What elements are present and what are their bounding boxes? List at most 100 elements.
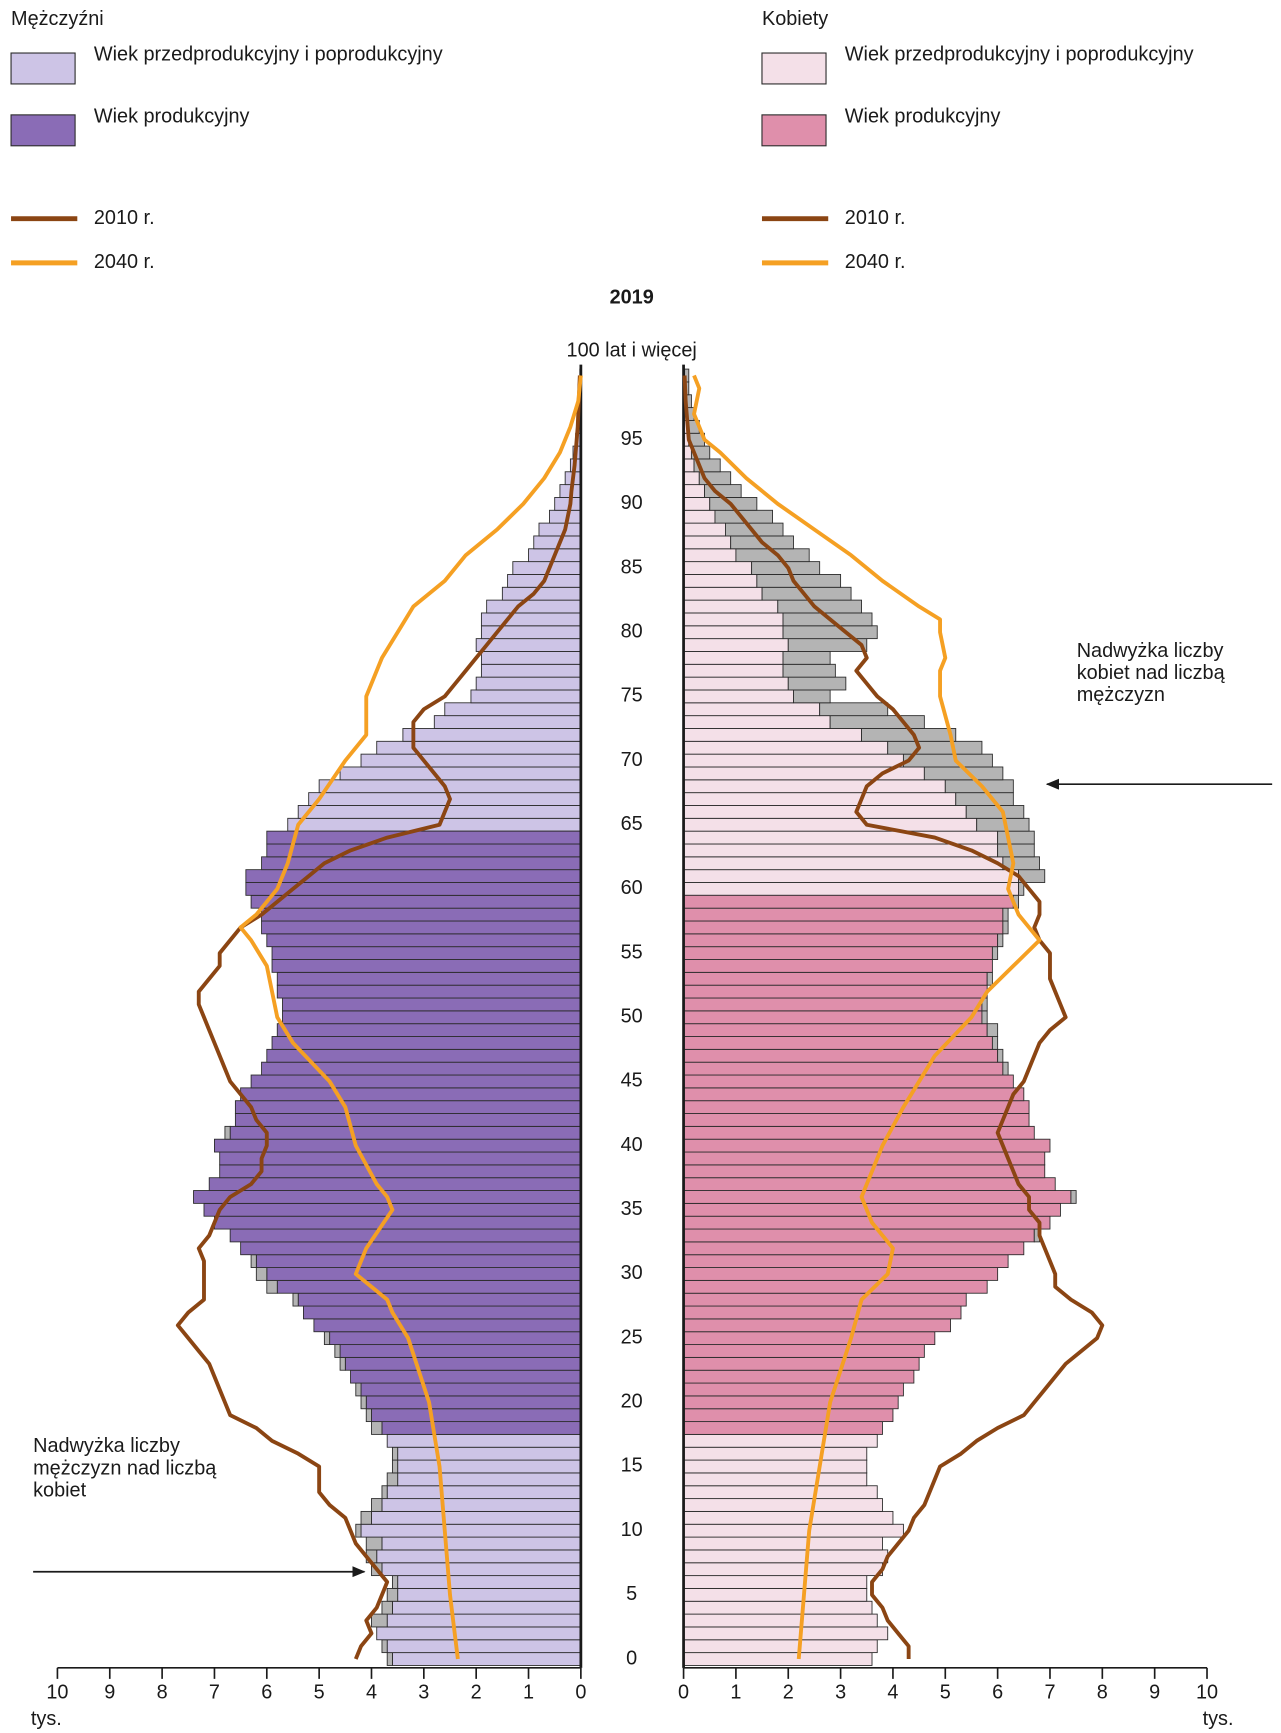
bar [683, 676, 789, 691]
bar [229, 1125, 582, 1140]
bar [683, 1600, 873, 1615]
bar [683, 702, 821, 717]
bar [683, 458, 695, 473]
bar [683, 1639, 878, 1654]
bar [683, 843, 999, 858]
bar [402, 728, 582, 742]
bar [683, 792, 957, 806]
surplus-bar [829, 715, 925, 729]
bar [683, 1164, 1046, 1179]
bar [365, 1395, 582, 1410]
legend-label: 2040 r. [845, 251, 906, 273]
surplus-bar [391, 1575, 399, 1589]
bar [308, 792, 582, 806]
bar [683, 1613, 878, 1628]
y-tick-label: 50 [621, 1006, 643, 1028]
bar [234, 1113, 582, 1127]
bar [683, 1626, 889, 1641]
bar [381, 1421, 582, 1435]
bar [271, 946, 582, 960]
bar [397, 1459, 582, 1474]
y-tick-label: 55 [621, 941, 643, 963]
line-series [692, 374, 1042, 1660]
surplus-bar [334, 1344, 341, 1358]
y-tick-label: 80 [621, 620, 643, 642]
y-tick-label: 75 [621, 685, 643, 707]
chart-title: 2019 [610, 286, 654, 308]
bar [501, 586, 582, 601]
bar [371, 1510, 582, 1525]
y-tick-label: 45 [621, 1070, 643, 1092]
bar [282, 997, 582, 1012]
surplus-bar [981, 1010, 988, 1025]
surplus-bar [381, 1639, 388, 1654]
annotation: kobiet [33, 1479, 86, 1501]
legend-label: Wiek produkcyjny [845, 105, 1001, 127]
bar [683, 471, 700, 486]
bar [683, 1318, 951, 1333]
x-tick-label: 8 [157, 1681, 168, 1703]
surplus-bar [997, 933, 1004, 948]
bar [683, 612, 784, 627]
bar [683, 1562, 883, 1577]
bar [266, 1048, 582, 1063]
bar [683, 1138, 1051, 1153]
bars [683, 368, 1077, 1666]
surplus-bar [1002, 1061, 1009, 1076]
bar [480, 663, 582, 678]
surplus-bar [255, 1267, 268, 1281]
bar [240, 1087, 582, 1102]
bar [683, 548, 737, 563]
surplus-bar [1070, 1190, 1077, 1204]
bar [683, 933, 999, 948]
bar [282, 1010, 582, 1025]
surplus-bar [819, 702, 889, 717]
bar [683, 1536, 883, 1551]
bar [683, 1048, 999, 1063]
y-tick-label: 0 [626, 1647, 637, 1669]
bar [386, 1639, 582, 1654]
surplus-bar [386, 1652, 393, 1666]
bar [266, 843, 582, 858]
bar [683, 574, 758, 588]
surplus-bar [1002, 920, 1009, 935]
bar [683, 1485, 878, 1500]
bar [683, 1010, 983, 1025]
surplus-bar [224, 1125, 231, 1140]
legend-swatch [10, 52, 76, 85]
bar [683, 920, 1004, 935]
bar [683, 1652, 873, 1666]
surplus-bar [323, 1331, 331, 1346]
bar [683, 625, 784, 640]
bar [683, 959, 993, 973]
bar [276, 984, 582, 999]
y-tick-label: 30 [621, 1262, 643, 1284]
bar [683, 805, 967, 819]
x-tick-label: 5 [314, 1681, 325, 1703]
surplus-bar [782, 625, 878, 640]
surplus-bar [381, 1600, 393, 1615]
bar [683, 1061, 1004, 1076]
bar [683, 1523, 904, 1538]
surplus-bar [887, 740, 983, 755]
bar [344, 1356, 582, 1371]
bar [245, 869, 582, 883]
bar [683, 1267, 999, 1281]
bar [433, 715, 582, 729]
x-tick-label: 7 [209, 1681, 220, 1703]
legend-swatch [761, 52, 827, 85]
surplus-bar [292, 1292, 299, 1307]
surplus-bar [997, 830, 1035, 845]
bar [683, 1190, 1072, 1204]
bar [250, 1074, 582, 1089]
bar [538, 522, 582, 537]
bar [339, 766, 582, 781]
annotation: mężczyzn nad liczbą [33, 1457, 217, 1479]
surplus-bar [266, 1279, 278, 1294]
bar [470, 689, 582, 704]
surplus-bar [986, 1023, 999, 1037]
bar [214, 1138, 582, 1153]
y-tick-label: 15 [621, 1455, 643, 1477]
y-tick-label: 85 [621, 556, 643, 578]
